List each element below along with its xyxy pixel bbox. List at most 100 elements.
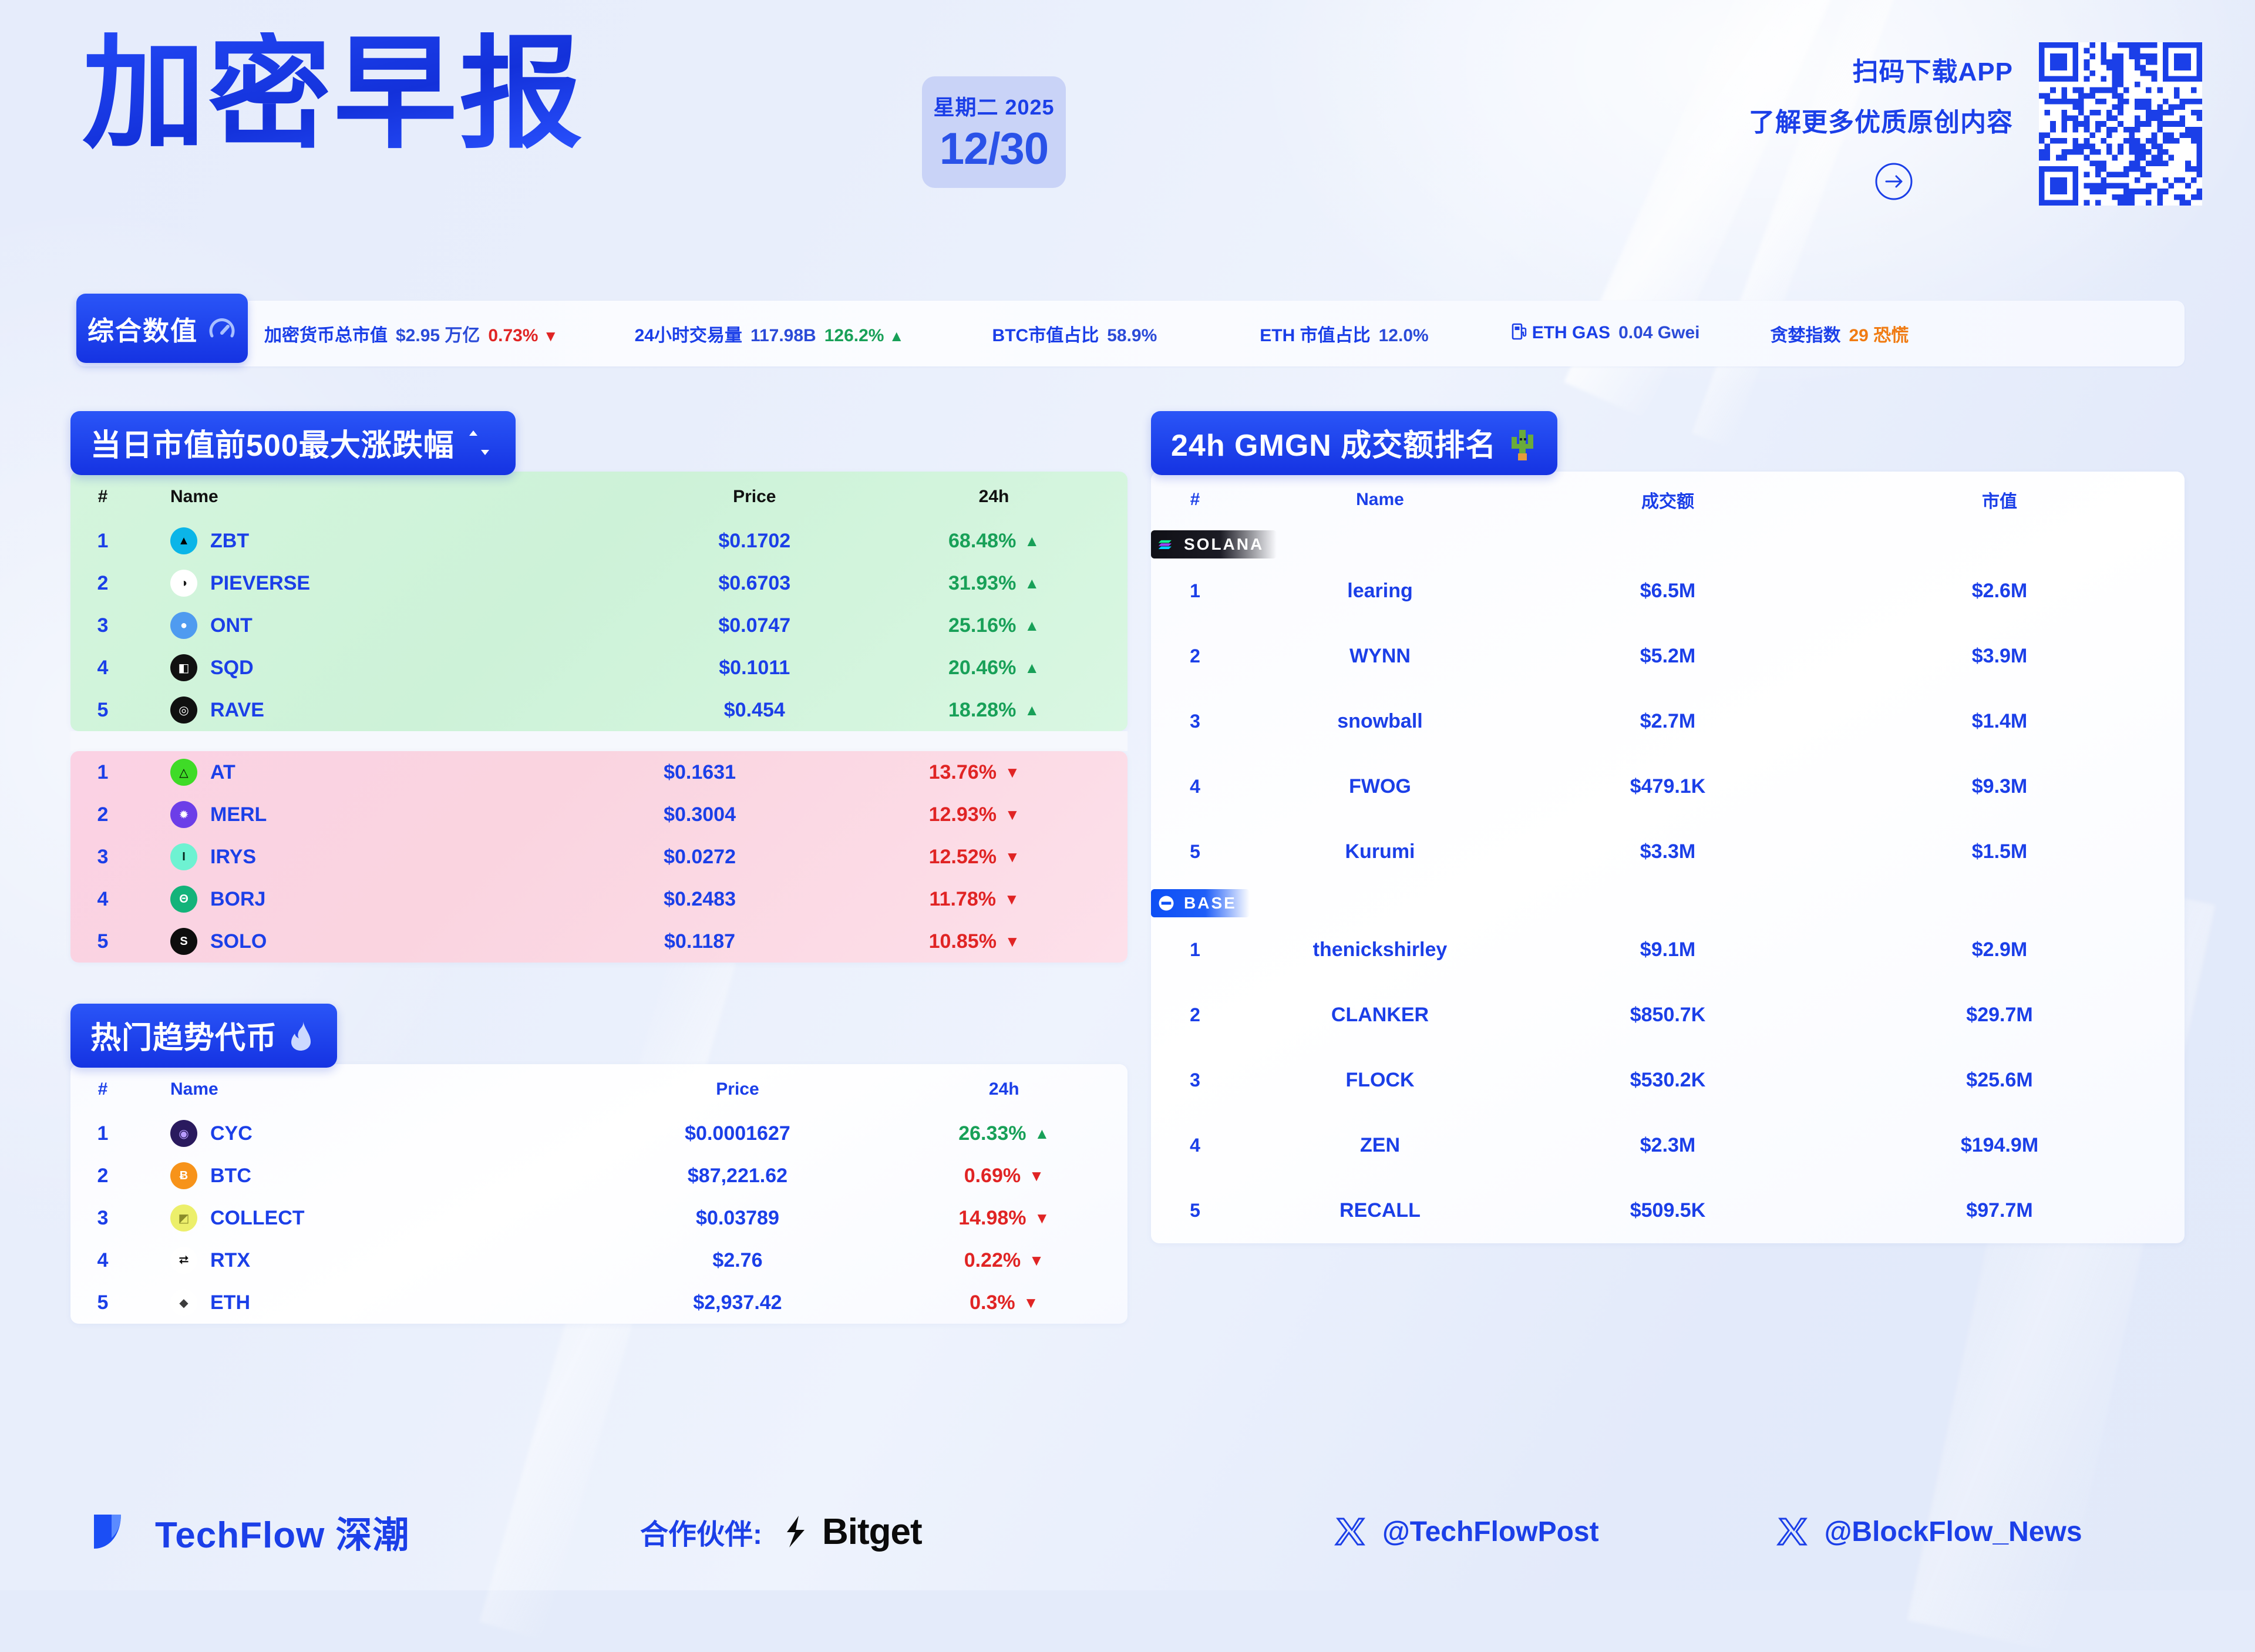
coin-symbol: SOLO <box>210 930 267 953</box>
row-mcap: $2.6M <box>1971 580 2028 602</box>
social-link[interactable]: @TechFlowPost <box>1333 1515 1599 1548</box>
row-change: 0.22% ▼ <box>964 1249 1044 1271</box>
table-row[interactable]: 2 WYNN $5.2M $3.9M <box>1151 624 2185 689</box>
row-rank: 2 <box>97 1164 109 1187</box>
col-rank: # <box>97 487 108 506</box>
table-row[interactable]: 1 ▲ ZBT $0.1702 68.48% ▲ <box>70 520 1128 562</box>
table-row[interactable]: 3 ● ONT $0.0747 25.16% ▲ <box>70 604 1128 647</box>
row-name-cell: ◑ PIEVERSE <box>135 562 648 604</box>
row-rank: 3 <box>1190 1069 1200 1091</box>
row-name: snowball <box>1337 710 1423 732</box>
brand-logo-block: TechFlow 深潮 <box>88 1505 410 1558</box>
coin-name-wrapper: ◎ RAVE <box>135 697 648 724</box>
card-divider <box>70 731 1128 751</box>
coin-symbol: AT <box>210 761 235 783</box>
trending-section-tab: 热门趋势代币 <box>70 1004 338 1068</box>
sqd-token-icon: ◧ <box>170 654 197 681</box>
up-down-arrows-icon <box>465 428 496 458</box>
top-gainers-table: # Name Price 24h 1 ▲ ZBT $0.1702 68.48% ▲ 2 ◑ P… <box>70 472 1128 731</box>
table-row[interactable]: 5 S SOLO $0.1187 10.85% ▼ <box>70 920 1128 963</box>
coin-symbol: CYC <box>210 1122 253 1145</box>
table-row[interactable]: 2 ✹ MERL $0.3004 12.93% ▼ <box>70 793 1128 836</box>
coin-name-wrapper: Ƀ BTC <box>135 1162 594 1189</box>
stat-label: 加密货币总市值 <box>264 326 388 345</box>
row-volume: $2.7M <box>1640 710 1696 732</box>
row-change: 68.48% ▲ <box>948 529 1040 552</box>
table-row[interactable]: 4 FWOG $479.1K $9.3M <box>1151 754 2185 819</box>
table-row[interactable]: 3 FLOCK $530.2K $25.6M <box>1151 1048 2185 1113</box>
qr-promo-block: 扫码下载APP 了解更多优质原创内容 <box>1749 42 2202 206</box>
table-row[interactable]: 4 ◧ SQD $0.1011 20.46% ▲ <box>70 647 1128 689</box>
table-row[interactable]: 2 CLANKER $850.7K $29.7M <box>1151 983 2185 1048</box>
gmgn-card: # Name 成交额 市值 SOLANA 1 learing $6.5M $2.6M 2 W… <box>1151 472 2185 1243</box>
col-rank: # <box>97 1079 108 1099</box>
row-rank: 1 <box>97 1122 109 1145</box>
row-mcap: $25.6M <box>1966 1069 2033 1091</box>
social-links: @TechFlowPost @BlockFlow_News <box>1333 1515 2082 1548</box>
triangle-up-icon: ▲ <box>1024 532 1040 550</box>
table-row[interactable]: 3 I IRYS $0.0272 12.52% ▼ <box>70 836 1128 878</box>
gmgn-table: 1 learing $6.5M $2.6M 2 WYNN $5.2M $3.9M 3 snowba… <box>1151 558 2185 884</box>
table-row[interactable]: 2 ◑ PIEVERSE $0.6703 31.93% ▲ <box>70 562 1128 604</box>
table-row[interactable]: 5 Kurumi $3.3M $1.5M <box>1151 819 2185 884</box>
table-row[interactable]: 5 ◆ ETH $2,937.42 0.3% ▼ <box>70 1281 1128 1324</box>
row-mcap: $1.4M <box>1971 710 2028 732</box>
row-rank: 2 <box>1190 1004 1200 1025</box>
table-row[interactable]: 1 ◉ CYC $0.0001627 26.33% ▲ <box>70 1112 1128 1155</box>
coin-name-wrapper: ● ONT <box>135 612 648 639</box>
date-chip: 星期二 2025 12/30 <box>922 76 1066 188</box>
row-name: FLOCK <box>1345 1069 1415 1091</box>
table-row[interactable]: 3 ◩ COLLECT $0.03789 14.98% ▼ <box>70 1197 1128 1239</box>
triangle-down-icon: ▼ <box>1004 848 1020 866</box>
row-name-cell: S SOLO <box>135 920 578 963</box>
table-row[interactable]: 4 Θ BORJ $0.2483 11.78% ▼ <box>70 878 1128 920</box>
arrow-right-circle-icon[interactable] <box>1749 162 2013 201</box>
row-rank: 4 <box>1190 776 1200 797</box>
social-link[interactable]: @BlockFlow_News <box>1775 1515 2082 1548</box>
col-rank: # <box>1190 490 1200 509</box>
triangle-down-icon: ▼ <box>1004 933 1020 950</box>
row-rank: 2 <box>97 803 109 826</box>
top-losers-table: 1 △ AT $0.1631 13.76% ▼ 2 ✹ MERL $0.3004 12.93% ▼… <box>70 751 1128 963</box>
col-name: Name <box>1356 490 1404 509</box>
page-footer: TechFlow 深潮 合作伙伴: Bitget @TechFlowPost @B… <box>0 1473 2255 1590</box>
partner-label: 合作伙伴: <box>640 1519 762 1550</box>
row-name-cell: ● ONT <box>135 604 648 647</box>
table-row[interactable]: 5 RECALL $509.5K $97.7M <box>1151 1178 2185 1243</box>
brand-name: TechFlow 深潮 <box>155 1515 410 1556</box>
table-row[interactable]: 1 learing $6.5M $2.6M <box>1151 558 2185 624</box>
row-name-cell: ▲ ZBT <box>135 520 648 562</box>
triangle-down-icon: ▼ <box>1029 1251 1044 1269</box>
table-row[interactable]: 3 snowball $2.7M $1.4M <box>1151 689 2185 754</box>
col-name: Name <box>170 1079 218 1099</box>
col-price: Price <box>716 1079 759 1099</box>
top-losers-card: 1 △ AT $0.1631 13.76% ▼ 2 ✹ MERL $0.3004 12.93% ▼… <box>70 751 1128 963</box>
table-row[interactable]: 1 thenickshirley $9.1M $2.9M <box>1151 917 2185 983</box>
row-name: RECALL <box>1339 1199 1421 1222</box>
page-header: 加密早报 星期二 2025 12/30 扫码下载APP 了解更多优质原创内容 <box>0 0 2255 276</box>
row-name-cell: ◉ CYC <box>135 1112 594 1155</box>
coin-name-wrapper: ⮂ RTX <box>135 1247 594 1274</box>
table-row[interactable]: 4 ⮂ RTX $2.76 0.22% ▼ <box>70 1239 1128 1281</box>
row-change: 10.85% ▼ <box>928 930 1020 953</box>
row-price: $0.1702 <box>718 529 791 552</box>
triangle-down-icon: ▼ <box>1023 1294 1039 1311</box>
table-header-row: # Name Price 24h <box>70 472 1128 520</box>
qr-code-image[interactable] <box>2039 42 2202 206</box>
table-row[interactable]: 2 Ƀ BTC $87,221.62 0.69% ▼ <box>70 1155 1128 1197</box>
row-price: $0.1187 <box>664 930 736 953</box>
chain-group-header: BASE <box>1151 889 1250 917</box>
row-rank: 3 <box>1190 711 1200 732</box>
row-name-cell: Θ BORJ <box>135 878 578 920</box>
row-name: thenickshirley <box>1312 938 1448 961</box>
chain-name: BASE <box>1184 894 1237 912</box>
chain-group-header: SOLANA <box>1151 530 1277 558</box>
zbt-token-icon: ▲ <box>170 527 197 554</box>
row-name: CLANKER <box>1331 1004 1429 1026</box>
coin-symbol: BORJ <box>210 887 266 910</box>
partner-block: 合作伙伴: Bitget <box>640 1511 923 1553</box>
row-change: 13.76% ▼ <box>928 761 1020 783</box>
table-row[interactable]: 5 ◎ RAVE $0.454 18.28% ▲ <box>70 689 1128 731</box>
table-row[interactable]: 1 △ AT $0.1631 13.76% ▼ <box>70 751 1128 793</box>
table-row[interactable]: 4 ZEN $2.3M $194.9M <box>1151 1113 2185 1178</box>
